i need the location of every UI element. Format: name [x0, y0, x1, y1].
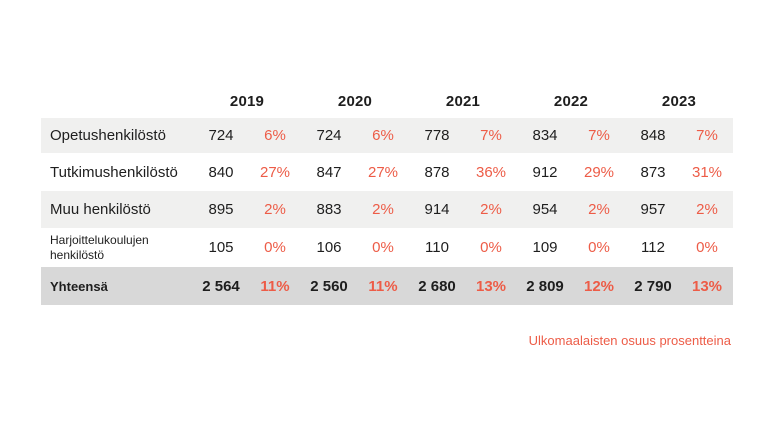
count-cell: 724 [208, 127, 234, 144]
pct-cell: 0% [372, 239, 394, 256]
year-header: 2022 [553, 93, 589, 110]
pct-cell: 2% [372, 201, 394, 218]
count-cell: 112 [641, 239, 665, 256]
pct-cell: 2% [264, 201, 286, 218]
pct-cell: 12% [583, 277, 615, 295]
count-cell: 914 [424, 201, 450, 218]
pct-cell: 13% [475, 277, 507, 295]
pct-cell: 2% [696, 201, 718, 218]
pct-cell: 11% [368, 277, 398, 295]
count-cell: 2 680 [418, 277, 456, 295]
table-row: Tutkimushenkilöstö 840 27% 847 27% 878 3… [41, 153, 733, 191]
count-cell: 954 [532, 201, 558, 218]
pct-cell: 7% [588, 127, 610, 144]
pct-cell: 11% [260, 277, 290, 295]
row-label: Muu henkilöstö [50, 201, 151, 218]
count-cell: 2 790 [634, 277, 672, 295]
row-label: Opetushenkilöstö [50, 127, 166, 144]
pct-cell: 0% [696, 239, 718, 256]
count-cell: 2 564 [202, 277, 240, 295]
table-header-row: 2019 2020 2021 2022 2023 [41, 85, 733, 118]
year-header: 2021 [445, 93, 481, 110]
pct-cell: 31% [691, 163, 723, 181]
year-header: 2019 [229, 93, 265, 110]
year-header: 2020 [337, 93, 373, 110]
table-row: Opetushenkilöstö 724 6% 724 6% 778 7% 83… [41, 118, 733, 153]
pct-cell: 29% [583, 163, 615, 181]
table-row: Muu henkilöstö 895 2% 883 2% 914 2% 954 … [41, 191, 733, 228]
count-cell: 847 [316, 163, 342, 181]
count-cell: 957 [640, 201, 666, 218]
footnote: Ulkomaalaisten osuus prosentteina [528, 333, 731, 348]
count-cell: 105 [208, 239, 234, 256]
count-cell: 724 [316, 127, 342, 144]
count-cell: 110 [425, 239, 449, 256]
count-cell: 2 809 [526, 277, 564, 295]
count-cell: 895 [208, 201, 234, 218]
year-header: 2023 [661, 93, 697, 110]
count-cell: 873 [640, 163, 666, 181]
row-label: Tutkimushenkilöstö [50, 163, 178, 181]
count-cell: 878 [424, 163, 450, 181]
pct-cell: 6% [372, 127, 394, 144]
pct-cell: 6% [264, 127, 286, 144]
count-cell: 2 560 [310, 277, 348, 295]
pct-cell: 2% [588, 201, 610, 218]
count-cell: 109 [532, 239, 558, 256]
personnel-table: 2019 2020 2021 2022 2023 Opetushenkilöst… [41, 85, 733, 305]
row-label: Yhteensä [50, 278, 108, 294]
table-row: Harjoittelukoulujen henkilöstö 105 0% 10… [41, 228, 733, 267]
pct-cell: 27% [367, 163, 399, 181]
pct-cell: 0% [480, 239, 502, 256]
pct-cell: 7% [696, 127, 718, 144]
total-row: Yhteensä 2 564 11% 2 560 11% 2 680 13% 2… [41, 267, 733, 305]
count-cell: 834 [532, 127, 558, 144]
row-label: Harjoittelukoulujen henkilöstö [50, 232, 149, 262]
count-cell: 840 [208, 163, 234, 181]
count-cell: 848 [640, 127, 666, 144]
count-cell: 912 [532, 163, 558, 181]
count-cell: 778 [424, 127, 450, 144]
pct-cell: 2% [480, 201, 502, 218]
count-cell: 106 [316, 239, 342, 256]
pct-cell: 0% [264, 239, 286, 256]
pct-cell: 13% [691, 277, 723, 295]
count-cell: 883 [316, 201, 342, 218]
pct-cell: 36% [475, 163, 507, 181]
pct-cell: 27% [259, 163, 291, 181]
pct-cell: 7% [480, 127, 502, 144]
pct-cell: 0% [588, 239, 610, 256]
